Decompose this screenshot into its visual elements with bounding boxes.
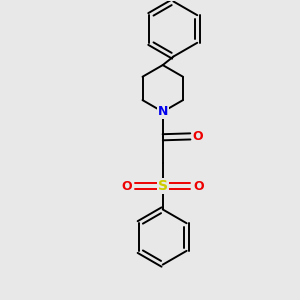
Text: O: O: [193, 130, 203, 143]
Text: O: O: [194, 180, 204, 193]
Text: S: S: [158, 179, 168, 193]
Text: O: O: [121, 180, 132, 193]
Text: N: N: [158, 105, 168, 118]
